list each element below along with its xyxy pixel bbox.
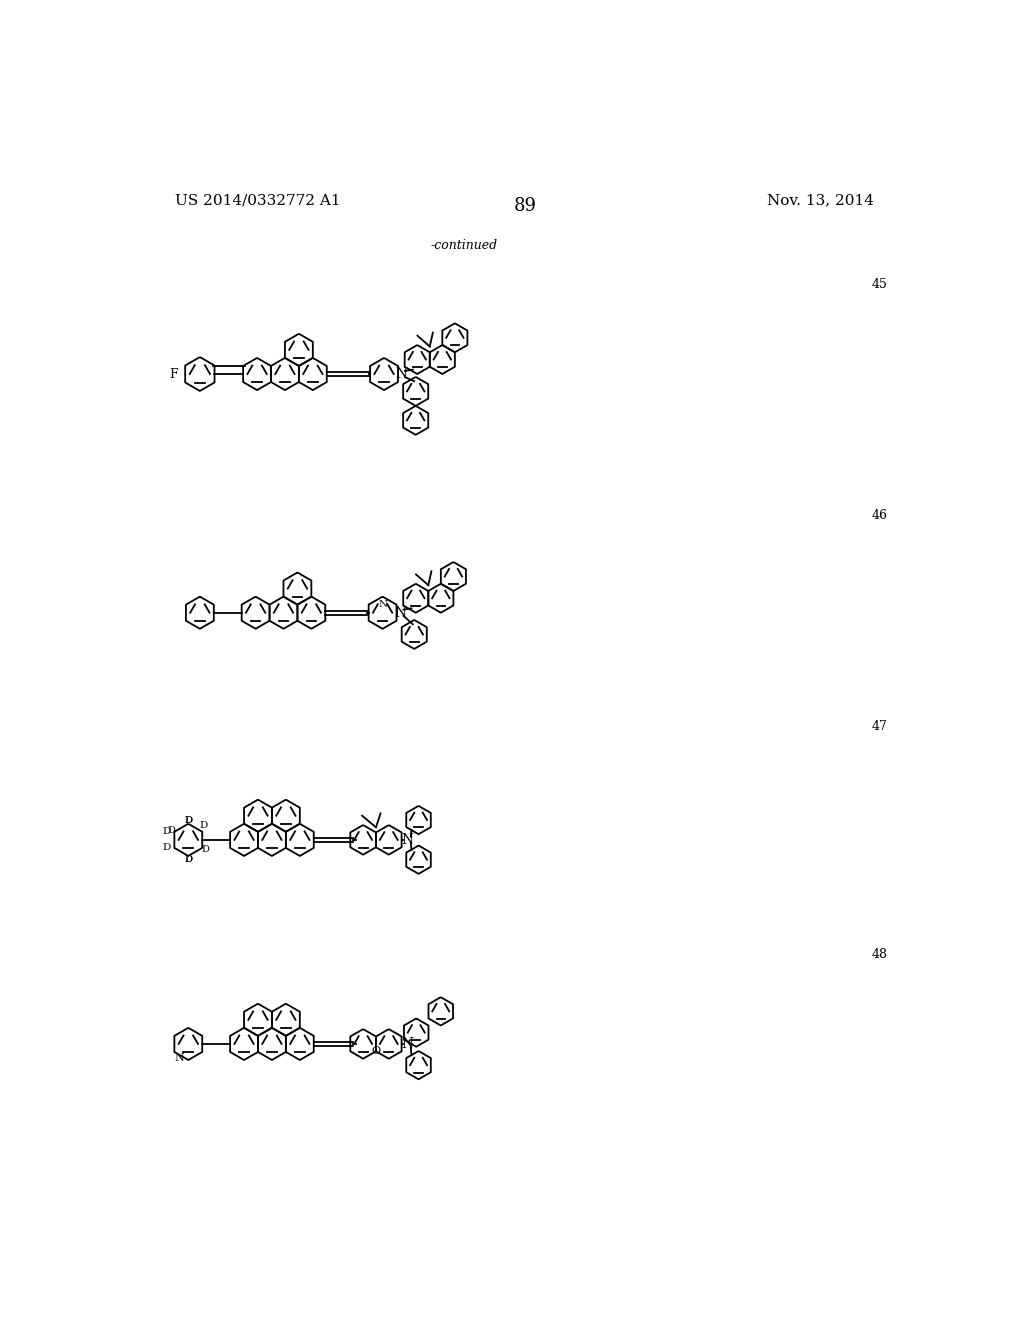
Text: D: D xyxy=(163,843,171,853)
Text: N: N xyxy=(394,606,407,619)
Text: D: D xyxy=(184,816,193,825)
Text: N: N xyxy=(401,1038,413,1051)
Text: D: D xyxy=(184,816,193,825)
Text: D: D xyxy=(200,821,208,830)
Text: D: D xyxy=(184,854,193,863)
Text: N: N xyxy=(395,367,408,381)
Text: 48: 48 xyxy=(871,948,888,961)
Text: F: F xyxy=(169,367,177,380)
Text: -continued: -continued xyxy=(431,239,498,252)
Text: N: N xyxy=(378,601,387,609)
Text: D: D xyxy=(167,825,175,834)
Text: N: N xyxy=(174,1052,184,1063)
Text: 46: 46 xyxy=(871,508,888,521)
Text: US 2014/0332772 A1: US 2014/0332772 A1 xyxy=(175,193,341,207)
Text: D: D xyxy=(202,845,209,854)
Text: Nov. 13, 2014: Nov. 13, 2014 xyxy=(767,193,874,207)
Text: D: D xyxy=(163,828,171,837)
Text: O: O xyxy=(372,1047,381,1056)
Text: 45: 45 xyxy=(871,277,887,290)
Text: N: N xyxy=(401,833,413,847)
Text: 47: 47 xyxy=(871,721,887,734)
Text: 89: 89 xyxy=(513,197,537,215)
Text: D: D xyxy=(184,855,193,865)
